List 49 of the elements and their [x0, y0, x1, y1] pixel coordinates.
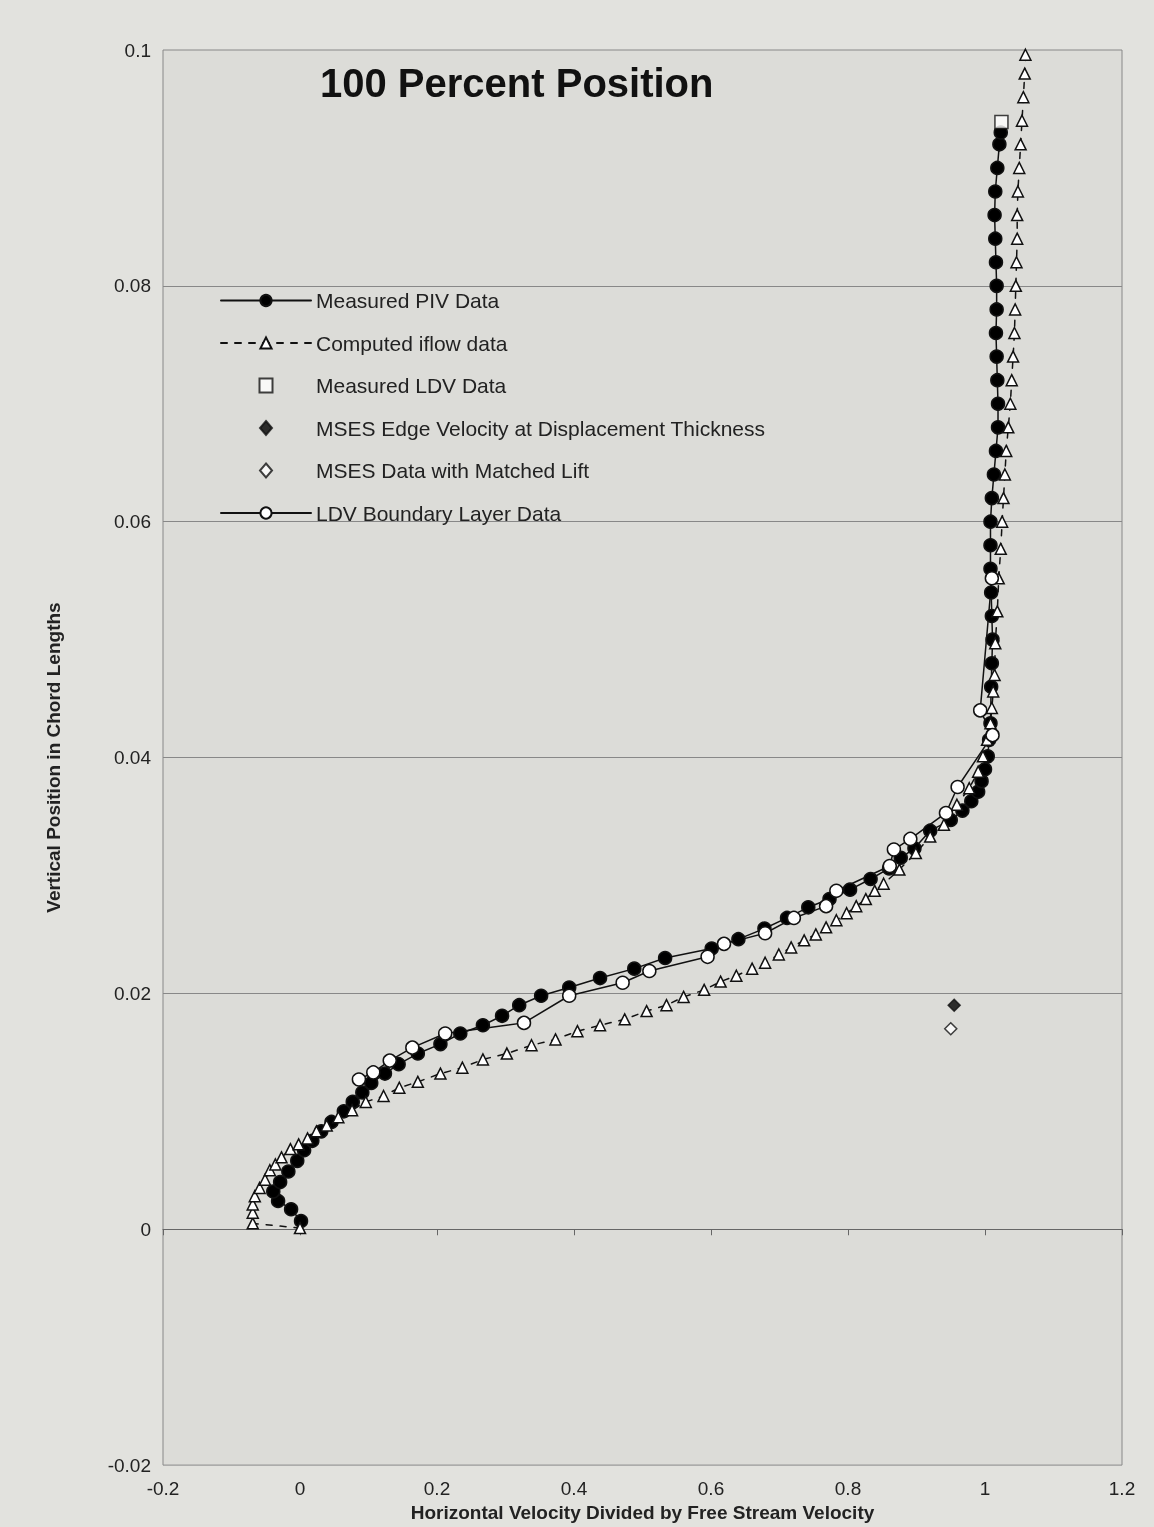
point [700, 949, 715, 965]
point [366, 1065, 381, 1080]
point [516, 1015, 532, 1031]
x-tick-label: 0.8 [834, 1478, 862, 1500]
point [615, 975, 630, 991]
point [351, 1072, 367, 1087]
chart-title: 100 Percent Position [320, 61, 714, 105]
point [818, 898, 834, 914]
x-tick-label: 1 [979, 1478, 991, 1500]
y-tick-label: 0.1 [124, 39, 151, 61]
point [757, 926, 773, 941]
point [829, 883, 844, 899]
point [984, 571, 1000, 586]
x-tick-label: 0.2 [423, 1478, 451, 1500]
x-tick-label: 0 [294, 1478, 306, 1500]
point [437, 1026, 453, 1041]
point [944, 1022, 958, 1036]
point [382, 1053, 397, 1068]
point [938, 805, 954, 821]
legend-label: MSES Edge Velocity at Displacement Thickness [316, 416, 765, 440]
y-tick-label: 0.02 [114, 982, 151, 1004]
legend-label: Measured PIV Data [316, 289, 500, 312]
point [561, 988, 577, 1003]
point [405, 1040, 420, 1055]
legend-label: MSES Data with Matched Lift [316, 459, 590, 482]
legend-label: LDV Boundary Layer Data [316, 501, 562, 525]
y-axis-title: Vertical Position in Chord Lengths [43, 602, 64, 913]
x-tick-label: -0.2 [146, 1478, 180, 1500]
y-tick-label: 0.08 [114, 275, 151, 297]
legend-label: Measured LDV Data [316, 374, 507, 397]
point [985, 727, 1000, 743]
legend-label: Computed iflow data [316, 331, 508, 355]
point [716, 936, 732, 952]
point [947, 998, 961, 1012]
point [786, 910, 802, 926]
point [642, 963, 657, 979]
point [886, 842, 902, 857]
point [903, 831, 918, 847]
point [950, 779, 965, 795]
point [994, 114, 1009, 130]
x-tick-label: 1.2 [1108, 1478, 1136, 1500]
x-axis-title: Horizontal Velocity Divided by Free Stream Velocity [410, 1502, 875, 1523]
y-tick-label: -0.02 [107, 1454, 151, 1476]
y-tick-label: 0 [140, 1218, 151, 1240]
x-tick-label: 0.6 [697, 1478, 725, 1500]
x-tick-label: 0.4 [560, 1478, 588, 1500]
point [972, 703, 988, 718]
y-tick-label: 0.06 [114, 511, 151, 533]
y-tick-label: 0.04 [114, 747, 152, 769]
